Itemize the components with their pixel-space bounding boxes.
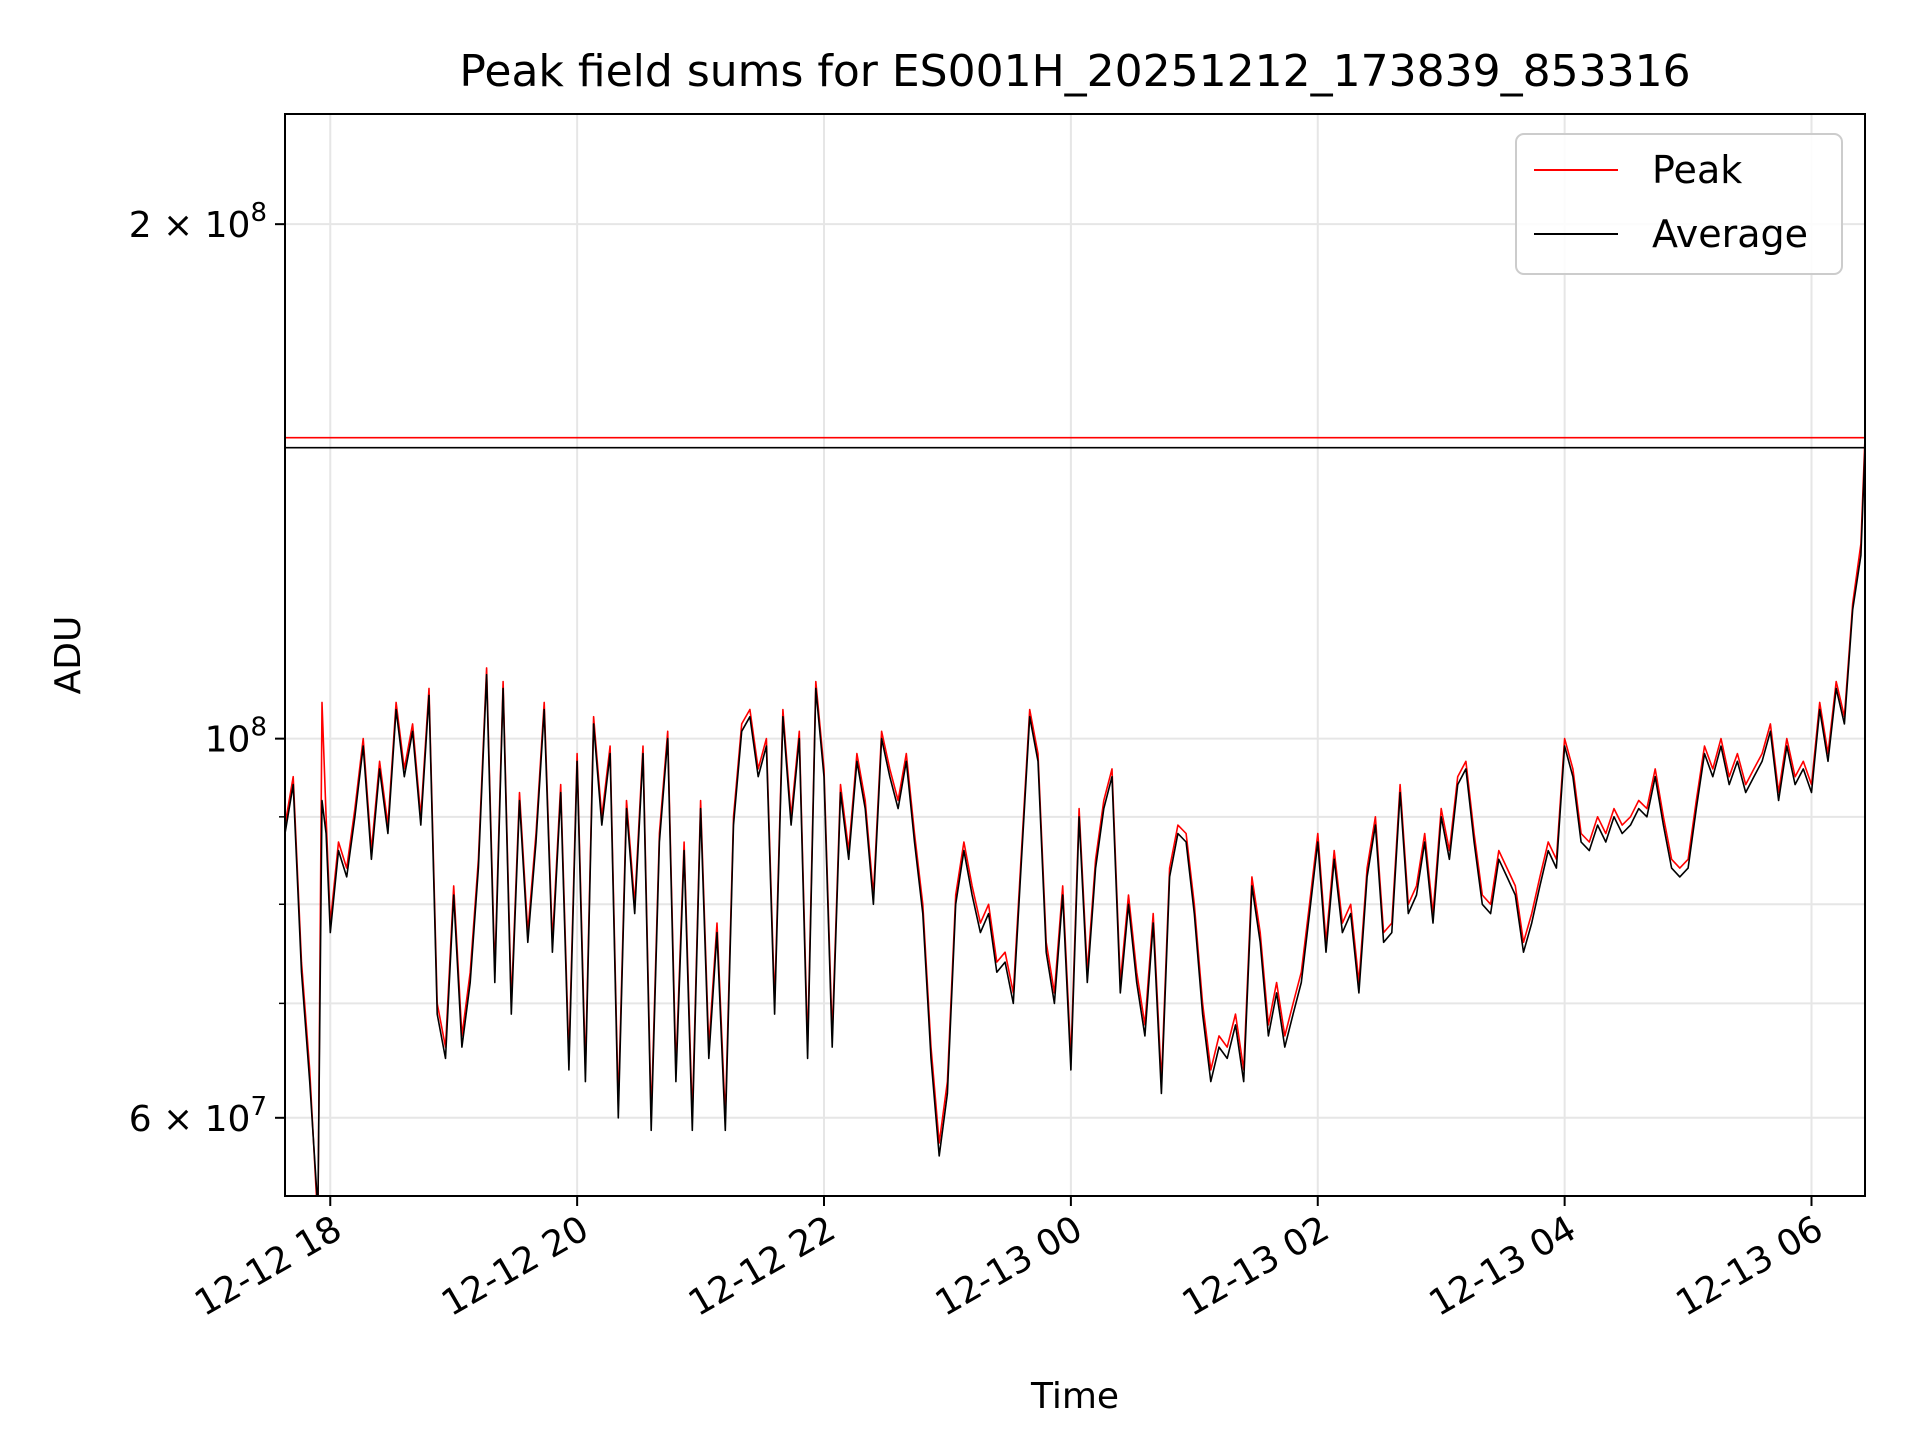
series-lines	[285, 436, 1865, 1196]
y-tick-label: 6 × 107	[129, 1092, 267, 1140]
series-line-average	[285, 446, 1865, 1196]
chart-title: Peak field sums for ES001H_20251212_1738…	[459, 46, 1690, 97]
x-axis-label: Time	[1030, 1376, 1119, 1417]
y-axis-label: ADU	[48, 616, 89, 695]
y-tick-label: 2 × 108	[129, 198, 267, 246]
plot-frame	[284, 113, 1866, 1197]
y-tick-label: 108	[205, 713, 267, 761]
legend-label-average: Average	[1652, 212, 1808, 256]
legend-label-peak: Peak	[1652, 148, 1742, 192]
legend: Peak Average	[1515, 133, 1843, 275]
